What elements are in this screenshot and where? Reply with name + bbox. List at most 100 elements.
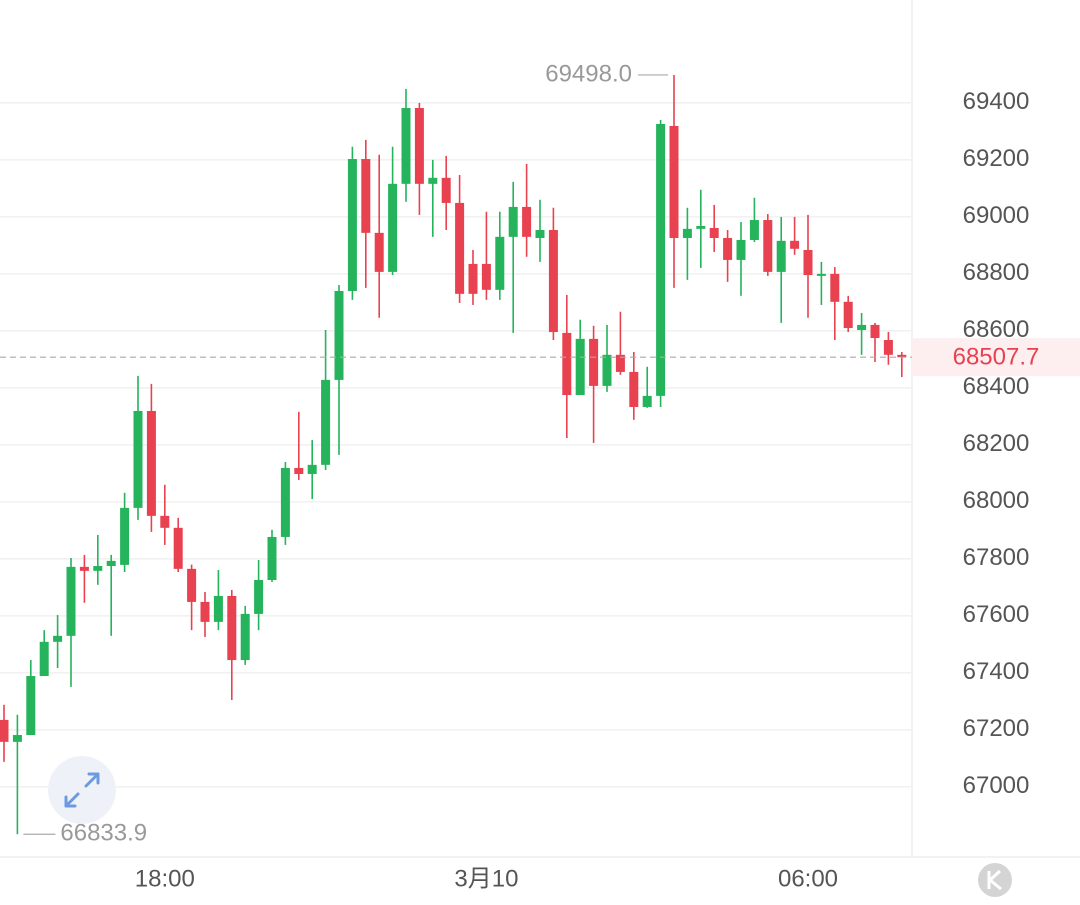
candle-body [12,735,22,742]
candle [508,181,518,333]
candle [388,146,398,276]
candle [120,492,130,572]
annotation-label: 66833.9 [60,820,147,847]
candle [790,216,800,255]
candle-body [897,354,907,358]
candle-body [508,206,518,237]
candle-body [481,263,491,290]
candle [602,324,612,392]
candle [468,249,478,305]
candle [562,294,572,439]
candle-body [843,301,853,329]
candle-body [133,410,143,508]
candle-body [374,232,384,272]
candle-body [93,566,103,571]
candle-body [709,228,719,238]
candle [736,222,746,296]
candle [79,554,89,603]
candle-body [321,379,331,465]
candle-body [749,220,759,240]
k-button[interactable] [978,863,1012,897]
candle [173,517,183,572]
candle-body [736,239,746,260]
candle-body [803,249,813,276]
candle [709,204,719,252]
x-tick-label: 3月10 [454,865,518,892]
y-tick-label: 68400 [963,373,1030,400]
candle [39,630,49,677]
candle [294,411,304,480]
candle [723,229,733,282]
candle-body [66,566,76,636]
candle-body [347,159,357,291]
y-tick-label: 67600 [963,601,1030,628]
candle [522,163,532,257]
candle-body [763,220,773,272]
candle-body [200,601,210,622]
candle [803,214,813,318]
candle-body [414,108,424,184]
annotation-label: 69498.0 [545,60,632,87]
candle-body [254,579,264,614]
candle [146,383,156,532]
candle [26,660,36,736]
candle [696,189,706,268]
candle [334,285,344,455]
candle [749,197,759,242]
candle-body [575,338,585,396]
y-tick-label: 68000 [963,487,1030,514]
candle-body [548,229,558,333]
y-tick-label: 68200 [963,430,1030,457]
candle [897,351,907,378]
candle [254,560,264,631]
candle-body [455,202,465,294]
candle [267,529,277,582]
candle [66,558,76,687]
candle-body [857,324,867,331]
x-tick-label: 06:00 [778,865,838,892]
k-icon [987,869,1002,891]
candle [763,214,773,276]
candle-body [240,613,250,661]
candle [816,261,826,305]
candle-body [79,566,89,571]
candle [307,440,317,500]
candle-body [187,568,197,602]
candle [213,570,223,631]
candle-body [227,595,237,661]
candle-body [790,240,800,249]
candle-body [468,263,478,294]
candle [535,199,545,262]
candle [280,461,290,545]
candle [227,589,237,700]
candle [481,211,491,300]
candle-body [629,371,639,407]
expand-button[interactable] [48,756,116,824]
candle [830,267,840,341]
candle [240,605,250,665]
candle [12,714,22,835]
candle [401,88,411,202]
candle-body [120,507,130,565]
candle [321,330,331,470]
candle [0,704,9,762]
x-tick-label: 18:00 [135,865,195,892]
candle-body [870,324,880,339]
candle-body [642,395,652,407]
candle-body [307,464,317,474]
candle [629,351,639,420]
candle-body [0,719,9,742]
candle-body [334,290,344,380]
candle [361,139,371,288]
candle-body [830,273,840,302]
candle-body [776,240,786,272]
last-price-label: 68507.7 [953,344,1040,371]
candle-body [267,536,277,580]
candle [589,325,599,443]
candle-body [39,641,49,677]
candle-body [522,206,532,237]
y-tick-label: 69400 [963,88,1030,115]
candle [843,295,853,333]
candle-body [816,273,826,276]
candle-body [160,515,170,528]
